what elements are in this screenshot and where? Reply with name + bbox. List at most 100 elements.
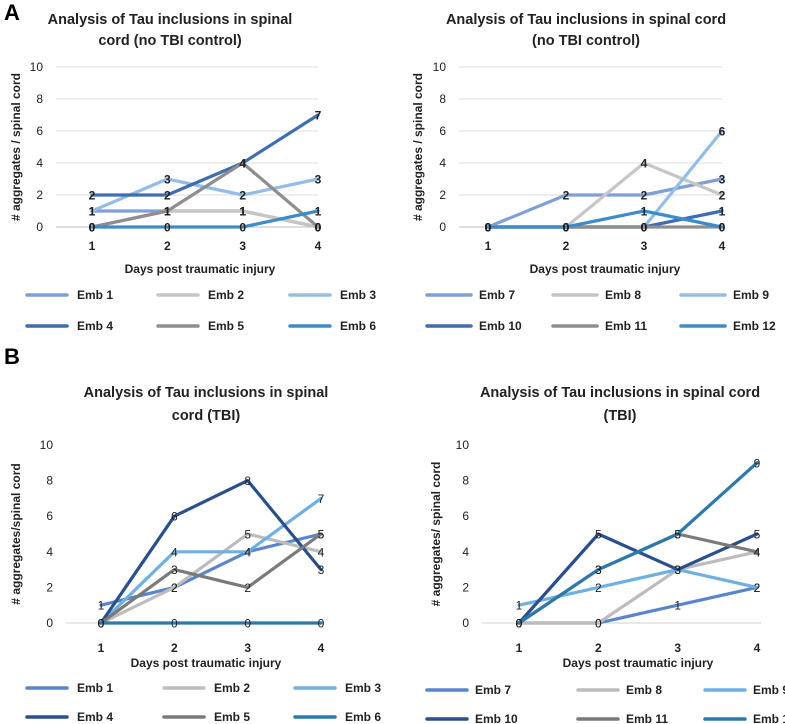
legend-label: Emb 2 [208,288,244,302]
data-label: 0 [641,221,648,235]
x-tick-label: 2 [171,641,178,655]
legend-label: Emb 9 [753,683,785,697]
chart-title-line: Analysis of Tau inclusions in spinal cor… [446,12,726,28]
y-tick-label: 4 [46,545,53,559]
x-tick-label: 3 [239,239,246,253]
data-label: 5 [318,528,325,542]
y-tick-label: 10 [456,438,470,452]
x-tick-label: 1 [89,239,96,253]
data-label: 0 [595,617,602,631]
x-tick-label: 3 [244,641,251,655]
data-label: 3 [171,563,178,577]
data-label: 1 [719,205,726,219]
data-label: 4 [171,545,178,559]
data-label: 2 [89,189,96,203]
legend-label: Emb 7 [479,288,515,302]
data-label: 0 [239,221,246,235]
data-label: 0 [485,221,492,235]
chart-title-line: Analysis of Tau inclusions in spinal [84,385,329,401]
x-tick-label: 4 [754,641,761,655]
x-tick-label: 1 [98,641,105,655]
chart-title-line: Analysis of Tau inclusions in spinal cor… [480,385,760,401]
legend-label: Emb 3 [345,681,381,695]
data-label: 0 [516,617,523,631]
data-label: 1 [164,205,171,219]
data-label: 0 [641,221,648,235]
legend-label: Emb 4 [77,710,113,724]
legend-label: Emb 9 [733,288,769,302]
data-label: 0 [516,617,523,631]
legend-label: Emb 8 [605,288,641,302]
x-tick-label: 2 [595,641,602,655]
data-label: 1 [98,599,105,613]
data-label: 0 [595,617,602,631]
x-tick-label: 4 [318,641,325,655]
x-tick-label: 4 [719,239,726,253]
data-label: 6 [171,510,178,524]
data-label: 0 [98,617,105,631]
data-label: 1 [239,205,246,219]
series-line-emb-5 [99,532,323,625]
data-label: 1 [164,205,171,219]
chart-title-line: (no TBI control) [532,33,640,49]
data-label: 5 [318,528,325,542]
y-tick-label: 10 [433,60,447,74]
x-tick-label: 2 [164,239,171,253]
data-label: 0 [641,221,648,235]
data-label: 1 [89,205,96,219]
legend-label: Emb 5 [208,319,244,333]
data-label: 1 [674,599,681,613]
y-tick-label: 2 [439,188,446,202]
data-label: 0 [315,221,322,235]
data-label: 3 [674,563,681,577]
data-label: 0 [171,617,178,631]
y-tick-label: 8 [36,92,43,106]
data-label: 0 [516,617,523,631]
legend-label: Emb 1 [77,288,113,302]
data-label: 2 [595,581,602,595]
y-tick-label: 4 [439,156,446,170]
y-tick-label: 6 [46,509,53,523]
y-tick-label: 2 [36,188,43,202]
panel-label-b: B [4,344,20,369]
chart-title-line: cord (no TBI control) [98,33,242,49]
x-tick-label: 2 [563,239,570,253]
y-tick-label: 2 [46,580,53,594]
legend-label: Emb 8 [626,683,662,697]
y-tick-label: 10 [30,60,44,74]
legend-label: Emb 12 [733,319,776,333]
legend-label: Emb 10 [475,712,518,724]
y-axis-label: # aggregates/spinal cord [9,463,23,604]
legend-label: Emb 7 [475,683,511,697]
series-line-emb-4 [90,113,320,197]
y-axis-label: # aggregates / spinal cord [9,73,23,221]
data-label: 3 [318,563,325,577]
x-axis-label: Days post traumatic injury [530,262,681,276]
chart-b-right: Analysis of Tau inclusions in spinal cor… [425,385,785,724]
data-label: 6 [719,125,726,139]
data-label: 5 [244,528,251,542]
data-label: 0 [563,221,570,235]
panel-label-a: A [4,0,20,25]
data-label: 2 [244,581,251,595]
y-tick-label: 6 [439,124,446,138]
data-label: 3 [595,563,602,577]
y-tick-label: 4 [36,156,43,170]
data-label: 4 [318,545,325,559]
data-label: 0 [563,221,570,235]
data-label: 4 [239,157,246,171]
data-label: 9 [754,456,761,470]
data-label: 0 [485,221,492,235]
data-label: 0 [164,221,171,235]
y-tick-label: 0 [36,220,43,234]
x-tick-label: 4 [315,239,322,253]
data-label: 3 [595,563,602,577]
chart-title-line: (TBI) [603,408,636,424]
chart-title-line: cord (TBI) [172,408,241,424]
data-label: 0 [485,221,492,235]
series-line-emb-12 [486,209,724,229]
data-label: 5 [595,528,602,542]
data-label: 0 [244,617,251,631]
legend-label: Emb 5 [214,710,250,724]
